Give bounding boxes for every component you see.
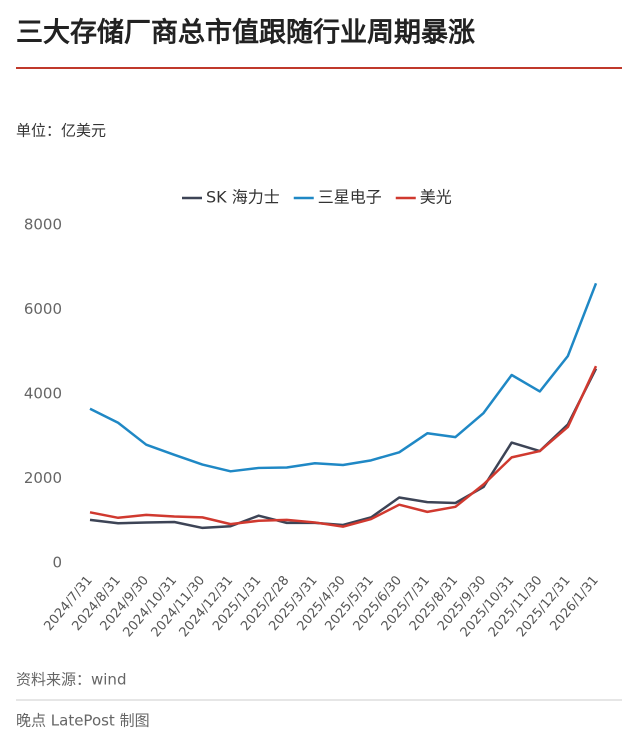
series-line xyxy=(89,368,598,530)
credit: 晚点 LatePost 制图 xyxy=(16,712,150,730)
y-tick-label: 8000 xyxy=(24,216,62,234)
source: 资料来源：wind xyxy=(16,671,126,689)
legend-label: 三星电子 xyxy=(318,188,382,207)
legend-label: SK 海力士 xyxy=(206,188,280,207)
y-tick-label: 0 xyxy=(52,554,62,572)
unit-label: 单位：亿美元 xyxy=(16,122,106,140)
chart-title: 三大存储厂商总市值跟随行业周期暴涨 xyxy=(16,17,475,49)
y-tick-label: 4000 xyxy=(24,385,62,403)
y-tick-label: 2000 xyxy=(24,469,62,487)
series-line xyxy=(89,282,598,473)
y-tick-label: 6000 xyxy=(24,300,62,318)
legend-label: 美光 xyxy=(420,188,452,207)
series-line xyxy=(89,365,598,528)
